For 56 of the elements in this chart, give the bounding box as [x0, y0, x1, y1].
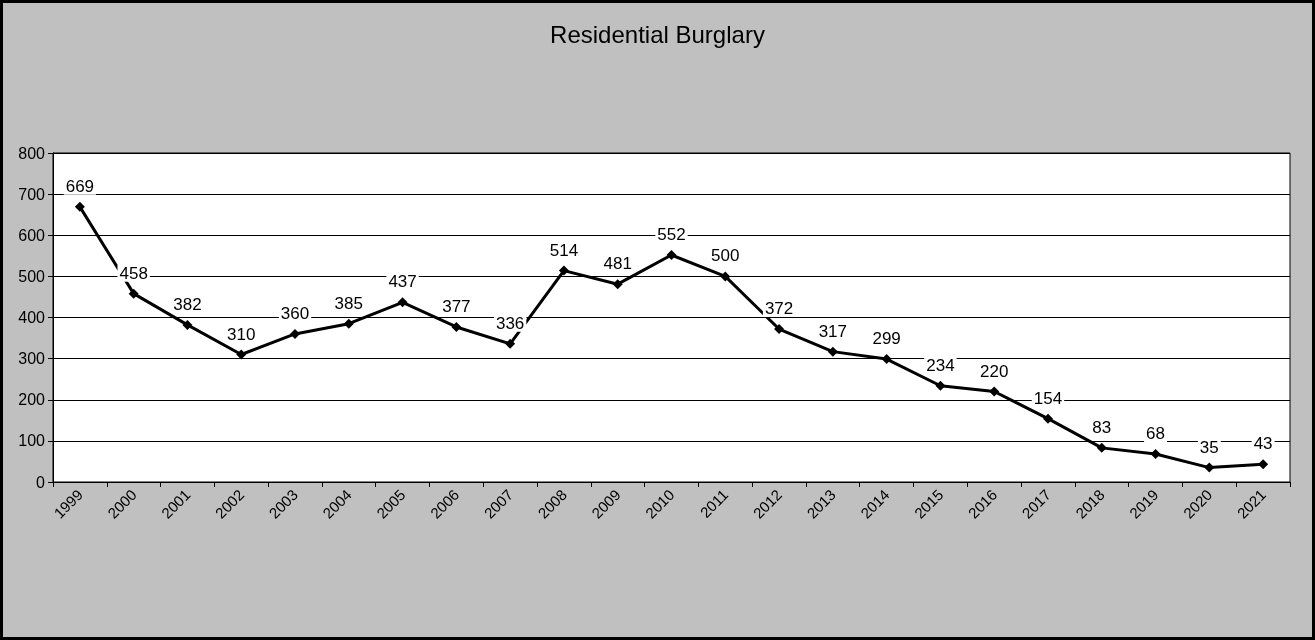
data-label: 35 [1199, 437, 1219, 457]
data-label: 372 [764, 299, 794, 319]
point [1096, 442, 1107, 453]
data-label: 154 [1033, 388, 1063, 408]
data-label: 234 [926, 355, 955, 375]
data-label: 83 [1092, 417, 1112, 437]
point [881, 354, 892, 365]
data-label: 458 [119, 263, 148, 283]
y-tick-label: 200 [18, 391, 46, 409]
point [774, 324, 785, 335]
data-label: 382 [173, 294, 202, 314]
data-label: 43 [1253, 434, 1273, 454]
point [935, 380, 946, 391]
point [128, 288, 139, 299]
y-tick-label: 100 [18, 432, 46, 450]
chart-title: Residential Burglary [550, 20, 765, 48]
data-label: 310 [227, 324, 256, 344]
data-label: 299 [872, 329, 901, 349]
point [666, 249, 677, 260]
y-tick-label: 500 [18, 267, 46, 285]
y-tick-label: 700 [18, 185, 46, 203]
point [558, 265, 569, 276]
data-label: 336 [495, 313, 525, 333]
point [290, 328, 301, 339]
y-tick-label: 800 [18, 144, 46, 162]
point [612, 279, 623, 290]
data-label: 481 [603, 254, 632, 274]
point [989, 386, 1000, 397]
point [236, 349, 247, 360]
point [1042, 413, 1053, 424]
data-label: 377 [442, 296, 471, 316]
point [1258, 459, 1269, 470]
data-label: 317 [818, 321, 848, 341]
point [74, 201, 85, 212]
data-label: 669 [65, 176, 95, 196]
data-label: 220 [980, 361, 1009, 381]
point [343, 318, 354, 329]
point [505, 338, 516, 349]
point [1204, 462, 1215, 473]
point [1150, 449, 1161, 460]
data-label: 360 [280, 303, 310, 323]
y-tick-label: 0 [36, 473, 46, 491]
point [397, 297, 408, 308]
data-label: 514 [549, 240, 579, 260]
point [451, 321, 462, 332]
data-label: 68 [1146, 424, 1165, 444]
point [182, 319, 193, 330]
data-label: 552 [657, 224, 686, 244]
y-tick-label: 400 [18, 309, 46, 326]
y-tick-label: 300 [18, 350, 46, 368]
data-label: 385 [334, 293, 363, 313]
point [720, 271, 731, 282]
data-label: 437 [388, 272, 417, 292]
data-label: 500 [711, 246, 740, 266]
y-tick-label: 600 [18, 226, 46, 244]
point [827, 346, 838, 357]
